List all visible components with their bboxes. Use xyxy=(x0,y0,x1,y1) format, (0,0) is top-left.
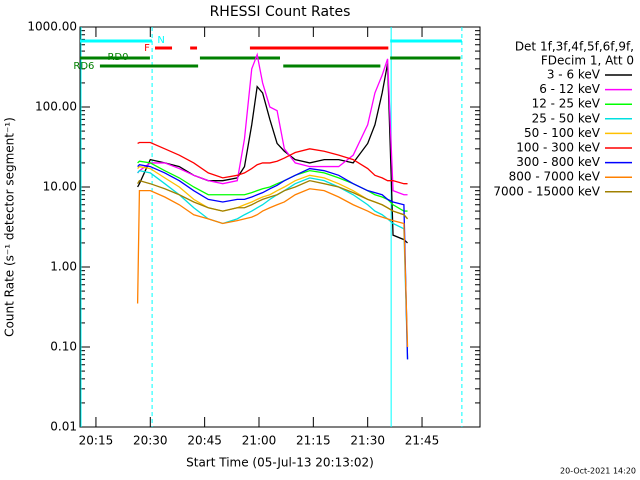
legend-label: 6 - 12 keV xyxy=(539,82,601,96)
flag-label: F xyxy=(144,43,150,54)
series-line xyxy=(136,188,409,348)
y-tick-label: 0.01 xyxy=(50,420,77,434)
footer: 20-Oct-2021 14:20 xyxy=(560,467,636,476)
flag-label: RD6 xyxy=(73,61,94,72)
legend-title: FDecim 1, Att 0 xyxy=(541,54,634,68)
series-line xyxy=(137,63,408,244)
flag-label: N xyxy=(157,35,164,46)
series-line xyxy=(137,179,409,220)
series-line xyxy=(137,164,409,360)
plot-frame xyxy=(79,26,481,428)
legend-label: 7000 - 15000 keV xyxy=(493,184,600,198)
y-axis-label: Count Rate (s⁻¹ detector segment⁻¹) xyxy=(3,117,17,337)
legend-label: 12 - 25 keV xyxy=(532,97,601,111)
flag-label: RD0 xyxy=(107,52,128,63)
legend-label: 800 - 7000 keV xyxy=(509,170,601,184)
y-tick-label: 1.00 xyxy=(50,260,77,274)
legend-label: 3 - 6 keV xyxy=(547,68,601,82)
x-tick-label: 21:15 xyxy=(296,434,331,448)
legend-label: 25 - 50 keV xyxy=(532,111,601,125)
x-tick-label: 21:00 xyxy=(242,434,277,448)
x-tick-label: 21:45 xyxy=(405,434,440,448)
chart-title: RHESSI Count Rates xyxy=(210,4,351,20)
x-tick-label: 21:30 xyxy=(350,434,385,448)
y-tick-label: 100.00 xyxy=(35,100,77,114)
series-line xyxy=(137,169,409,360)
series-line xyxy=(137,52,408,196)
x-tick-label: 20:45 xyxy=(187,434,222,448)
y-tick-label: 10.00 xyxy=(43,180,77,194)
x-tick-label: 20:15 xyxy=(79,434,114,448)
legend-label: 100 - 300 keV xyxy=(516,141,600,155)
series-line xyxy=(137,141,408,185)
y-tick-label: 0.10 xyxy=(50,340,77,354)
x-tick-label: 20:30 xyxy=(133,434,168,448)
legend-title: Det 1f,3f,4f,5f,6f,9f, xyxy=(515,40,634,54)
legend-label: 300 - 800 keV xyxy=(516,155,600,169)
x-axis-label: Start Time (05-Jul-13 20:13:02) xyxy=(186,456,374,470)
legend-label: 50 - 100 keV xyxy=(524,126,601,140)
y-tick-label: 1000.00 xyxy=(27,20,77,34)
series-line xyxy=(137,160,408,212)
